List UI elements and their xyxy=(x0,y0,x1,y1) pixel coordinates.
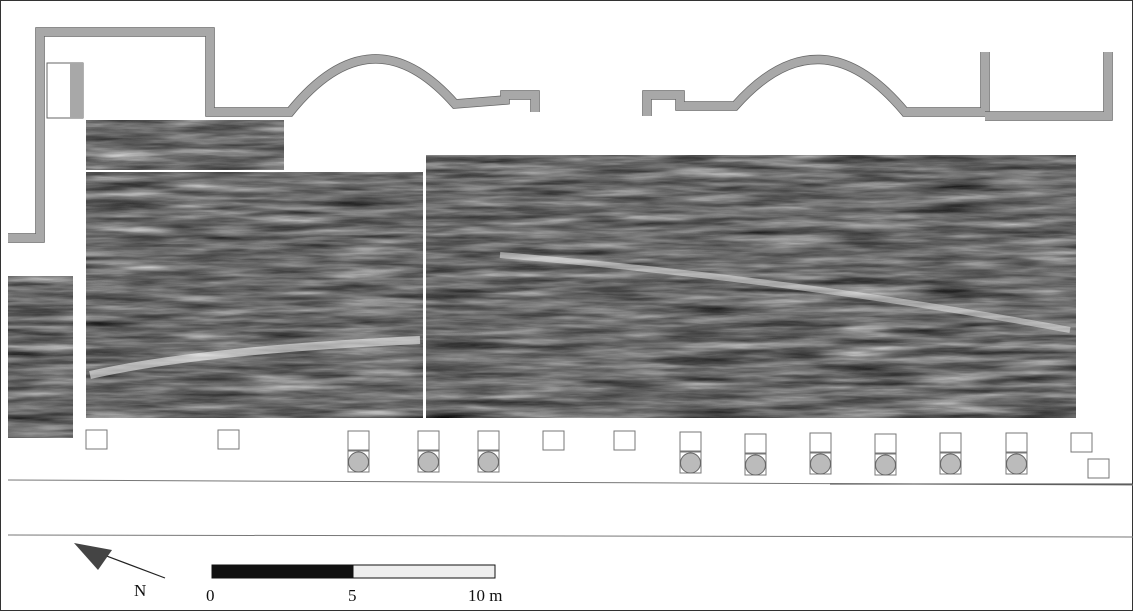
scale-label: 10 m xyxy=(468,586,502,605)
gpr-slice xyxy=(86,172,423,418)
column xyxy=(681,453,701,473)
pillar-base xyxy=(680,432,701,451)
pillar-base xyxy=(614,431,635,450)
pillar-base xyxy=(1006,433,1027,452)
north-label: N xyxy=(134,581,146,600)
pillar-base xyxy=(940,433,961,452)
pillar-base xyxy=(745,434,766,453)
pillar-base xyxy=(1088,459,1109,478)
column xyxy=(746,455,766,475)
column xyxy=(876,455,896,475)
site-map: N 0 5 10 m xyxy=(0,0,1133,611)
scale-label: 0 xyxy=(206,586,215,605)
gpr-slice xyxy=(86,120,284,170)
gpr-images xyxy=(8,120,1076,438)
scale-label: 5 xyxy=(348,586,357,605)
column xyxy=(479,452,499,472)
pillar-base xyxy=(218,430,239,449)
pillar-base xyxy=(875,434,896,453)
column xyxy=(1007,454,1027,474)
pillar-base xyxy=(543,431,564,450)
pillar-base xyxy=(478,431,499,450)
column xyxy=(941,454,961,474)
column xyxy=(419,452,439,472)
pillar-base xyxy=(810,433,831,452)
gpr-slice xyxy=(426,155,1076,418)
pillar-base xyxy=(348,431,369,450)
pillar-base xyxy=(1071,433,1092,452)
pillar-base xyxy=(418,431,439,450)
column xyxy=(349,452,369,472)
wall-block xyxy=(70,63,83,118)
gpr-slice xyxy=(8,276,73,438)
pillar-base xyxy=(86,430,107,449)
column xyxy=(811,454,831,474)
